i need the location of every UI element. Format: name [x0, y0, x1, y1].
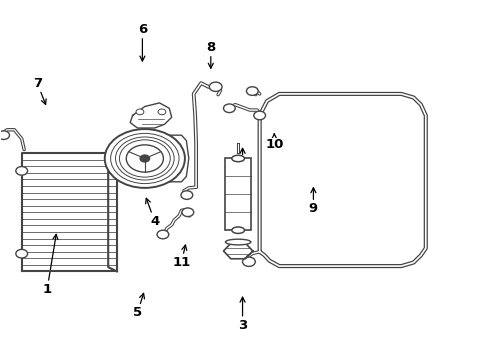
Ellipse shape	[232, 227, 245, 233]
Text: 5: 5	[133, 293, 145, 319]
Ellipse shape	[232, 155, 245, 162]
Text: 6: 6	[138, 23, 147, 61]
Circle shape	[16, 167, 27, 175]
Circle shape	[246, 87, 258, 95]
Circle shape	[157, 230, 169, 239]
Text: 4: 4	[146, 198, 159, 228]
Circle shape	[243, 257, 255, 266]
Text: 2: 2	[238, 148, 247, 170]
Circle shape	[16, 249, 27, 258]
Circle shape	[209, 82, 222, 91]
Circle shape	[158, 109, 166, 115]
Circle shape	[181, 191, 193, 199]
Text: 1: 1	[43, 234, 58, 296]
Circle shape	[254, 111, 266, 120]
Text: 9: 9	[309, 188, 318, 215]
Bar	[225, 158, 251, 230]
Circle shape	[182, 208, 194, 217]
Text: 3: 3	[238, 297, 247, 332]
Text: 11: 11	[172, 245, 191, 269]
Circle shape	[223, 104, 235, 113]
Circle shape	[136, 109, 144, 115]
Circle shape	[140, 155, 150, 162]
Text: 7: 7	[33, 77, 46, 104]
Circle shape	[0, 131, 9, 139]
Text: 10: 10	[265, 134, 284, 150]
Circle shape	[105, 129, 185, 188]
Text: 8: 8	[206, 41, 216, 68]
Ellipse shape	[225, 239, 251, 245]
Circle shape	[126, 145, 163, 172]
